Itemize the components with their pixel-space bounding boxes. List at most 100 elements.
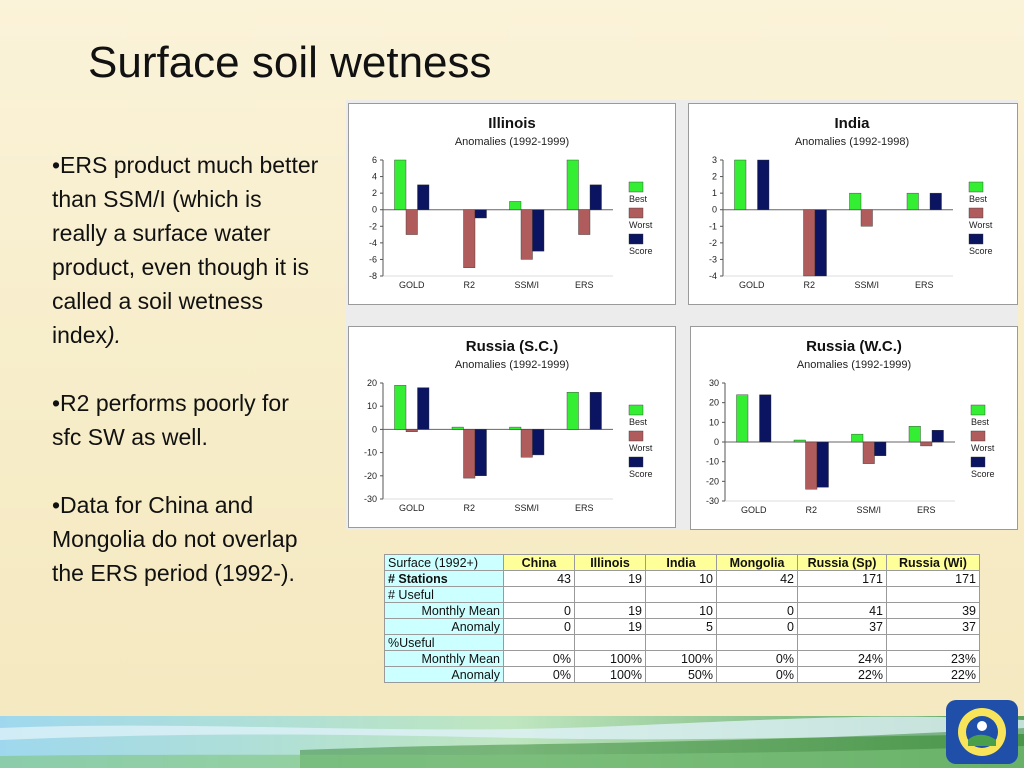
table-cell bbox=[797, 634, 887, 651]
y-tick-label: 10 bbox=[367, 401, 377, 411]
y-tick-label: -30 bbox=[706, 496, 719, 506]
table-row: Anomaly 0 19 5 0 37 37 bbox=[384, 618, 980, 635]
table-cell: 10 bbox=[645, 570, 717, 587]
table-row: # Useful bbox=[384, 586, 980, 603]
x-tick-label: SSM/I bbox=[514, 503, 539, 513]
legend-swatch bbox=[628, 430, 644, 442]
legend-swatch bbox=[970, 456, 986, 468]
row-label: Anomaly bbox=[384, 666, 504, 683]
y-tick-label: 2 bbox=[712, 172, 717, 182]
legend-label: Score bbox=[969, 246, 993, 256]
column-header: Illinois bbox=[574, 554, 646, 571]
chart-subtitle: Anomalies (1992-1999) bbox=[455, 359, 569, 371]
column-header: Russia (Sp) bbox=[797, 554, 887, 571]
legend-swatch bbox=[970, 430, 986, 442]
bar-best bbox=[509, 201, 522, 210]
row-label: # Useful bbox=[384, 586, 504, 603]
chart-title: India bbox=[834, 115, 870, 132]
table-cell: 0 bbox=[716, 618, 798, 635]
table-cell: 24% bbox=[797, 650, 887, 667]
table-cell bbox=[797, 586, 887, 603]
y-tick-label: -10 bbox=[706, 457, 719, 467]
bar-score bbox=[417, 387, 430, 430]
x-tick-label: GOLD bbox=[399, 280, 425, 290]
row-label: Monthly Mean bbox=[384, 602, 504, 619]
slide-title: Surface soil wetness bbox=[88, 38, 492, 87]
table-cell: 10 bbox=[645, 602, 717, 619]
legend-swatch bbox=[628, 207, 644, 219]
y-tick-label: 0 bbox=[714, 437, 719, 447]
x-tick-label: R2 bbox=[463, 503, 475, 513]
y-tick-label: 0 bbox=[372, 205, 377, 215]
bar-score bbox=[474, 429, 487, 477]
column-header: Mongolia bbox=[716, 554, 798, 571]
bar-worst bbox=[463, 209, 476, 268]
y-tick-label: 1 bbox=[712, 188, 717, 198]
table-cell: 22% bbox=[886, 666, 980, 683]
table-cell bbox=[716, 634, 798, 651]
y-tick-label: -2 bbox=[369, 221, 377, 231]
x-tick-label: GOLD bbox=[739, 280, 765, 290]
row-label: # Stations bbox=[384, 570, 504, 587]
y-tick-label: 3 bbox=[712, 155, 717, 165]
x-tick-label: GOLD bbox=[741, 505, 767, 515]
bar-score bbox=[929, 192, 942, 210]
legend-swatch bbox=[628, 233, 644, 245]
y-tick-label: -4 bbox=[369, 238, 377, 248]
bar-score bbox=[759, 394, 772, 443]
bar-worst bbox=[920, 441, 933, 447]
legend-swatch bbox=[968, 207, 984, 219]
bar-best bbox=[566, 159, 579, 210]
bullet-china-mongolia: •Data for China and Mongolia do not over… bbox=[52, 492, 298, 586]
bar-best bbox=[394, 159, 407, 210]
bar-score bbox=[474, 209, 487, 219]
table-cell: 5 bbox=[645, 618, 717, 635]
legend-label: Worst bbox=[629, 443, 653, 453]
table-cell bbox=[645, 586, 717, 603]
table-cell: 0% bbox=[503, 650, 575, 667]
table-cell: 39 bbox=[886, 602, 980, 619]
legend-label: Score bbox=[629, 246, 653, 256]
x-tick-label: ERS bbox=[575, 280, 594, 290]
legend-label: Worst bbox=[971, 443, 995, 453]
legend-swatch bbox=[628, 404, 644, 416]
bar-score bbox=[816, 441, 829, 488]
chart-russia-sc: Russia (S.C.) Anomalies (1992-1999) 20 10 0 -… bbox=[348, 326, 676, 528]
y-tick-label: -1 bbox=[709, 221, 717, 231]
table-row: Anomaly 0% 100% 50% 0% 22% 22% bbox=[384, 666, 980, 683]
bar-worst bbox=[520, 209, 533, 260]
table-cell: 37 bbox=[886, 618, 980, 635]
table-cell: 0% bbox=[716, 650, 798, 667]
y-tick-label: -2 bbox=[709, 238, 717, 248]
bar-best bbox=[908, 426, 921, 443]
table-cell: 0 bbox=[503, 602, 575, 619]
y-tick-label: 6 bbox=[372, 155, 377, 165]
chart-subtitle: Anomalies (1992-1999) bbox=[455, 136, 569, 148]
table-cell: 100% bbox=[645, 650, 717, 667]
table-cell: 100% bbox=[574, 666, 646, 683]
table-cell: 171 bbox=[797, 570, 887, 587]
x-tick-label: ERS bbox=[917, 505, 936, 515]
bar-score bbox=[589, 184, 602, 210]
bar-worst bbox=[862, 441, 875, 464]
table-cell bbox=[574, 586, 646, 603]
table-cell bbox=[503, 634, 575, 651]
x-tick-label: SSM/I bbox=[856, 505, 881, 515]
table-cell bbox=[503, 586, 575, 603]
row-label: Monthly Mean bbox=[384, 650, 504, 667]
chart-title: Illinois bbox=[488, 115, 536, 132]
bar-worst bbox=[405, 429, 418, 432]
legend-swatch bbox=[968, 181, 984, 193]
legend-swatch bbox=[968, 233, 984, 245]
data-table: Surface (1992+) China Illinois India Mongoli… bbox=[384, 554, 980, 683]
legend-swatch bbox=[628, 456, 644, 468]
chart-title: Russia (S.C.) bbox=[466, 338, 559, 355]
table-cell bbox=[574, 634, 646, 651]
column-header: China bbox=[503, 554, 575, 571]
y-tick-label: 30 bbox=[709, 378, 719, 388]
y-tick-label: -6 bbox=[369, 254, 377, 264]
y-tick-label: -10 bbox=[364, 448, 377, 458]
table-cell: 42 bbox=[716, 570, 798, 587]
bar-worst bbox=[860, 209, 873, 227]
table-corner-cell: Surface (1992+) bbox=[384, 554, 504, 571]
